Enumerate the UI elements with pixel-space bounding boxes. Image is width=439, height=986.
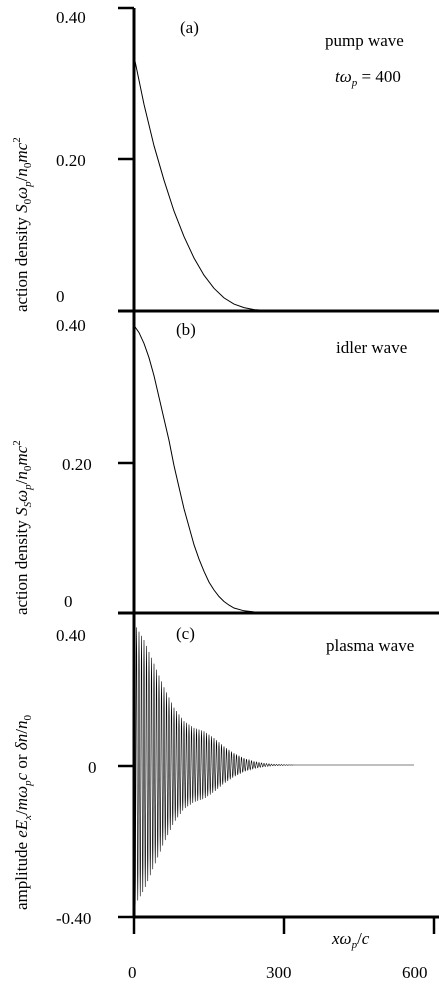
panel-b-label: (b): [176, 320, 196, 339]
panel-c-plasma-wave-curve: [133, 623, 414, 905]
panel-a-tick-label-0: 0: [56, 287, 65, 306]
panel-b-tick-label-020: 0.20: [62, 455, 92, 474]
panel-c-xtick-label-0: 0: [128, 963, 137, 982]
panel-c-xtick-label-300: 300: [266, 963, 292, 982]
panel-c-xtick-label-600: 600: [402, 963, 428, 982]
panel-b-ylabel: action density SSωp/n0mc2: [11, 440, 34, 615]
panel-a-time-annotation: tωp = 400: [335, 67, 401, 89]
panel-b-tick-label-040: 0.40: [56, 316, 86, 335]
panel-c-label: (c): [176, 624, 195, 643]
panel-c: 0.40 0 -0.40 (c) plasma wave xωp/c 0 300…: [12, 613, 439, 982]
panel-c-annotation: plasma wave: [326, 636, 414, 655]
panel-a-ylabel: action density S0ωp/n0mc2: [11, 137, 34, 312]
panel-c-tick-label-040: 0.40: [56, 626, 86, 645]
panel-c-tick-label-0: 0: [88, 758, 97, 777]
panel-c-tick-label-neg040: -0.40: [56, 909, 91, 928]
panel-b-annotation: idler wave: [336, 338, 407, 357]
panel-b-idler-wave-curve: [133, 325, 285, 614]
panel-c-xlabel: xωp/c: [331, 929, 370, 951]
panel-c-ylabel: amplitude eEx/mωpc or δn/n0: [12, 715, 34, 910]
panel-a-tick-label-040: 0.40: [56, 8, 86, 27]
panel-a: 0 0.20 0.40 (a) pump wave tωp = 400 acti…: [11, 6, 439, 313]
panel-a-tick-label-020: 0.20: [56, 151, 86, 170]
panel-c-plasma-wave-line: [133, 623, 414, 905]
panel-b: 0 0.20 0.40 (b) idler wave action densit…: [11, 311, 439, 615]
panel-a-pump-wave-curve: [133, 56, 285, 312]
panel-a-label: (a): [180, 18, 199, 37]
panel-b-tick-label-0: 0: [64, 592, 73, 611]
panel-a-annotation: pump wave: [325, 31, 404, 50]
